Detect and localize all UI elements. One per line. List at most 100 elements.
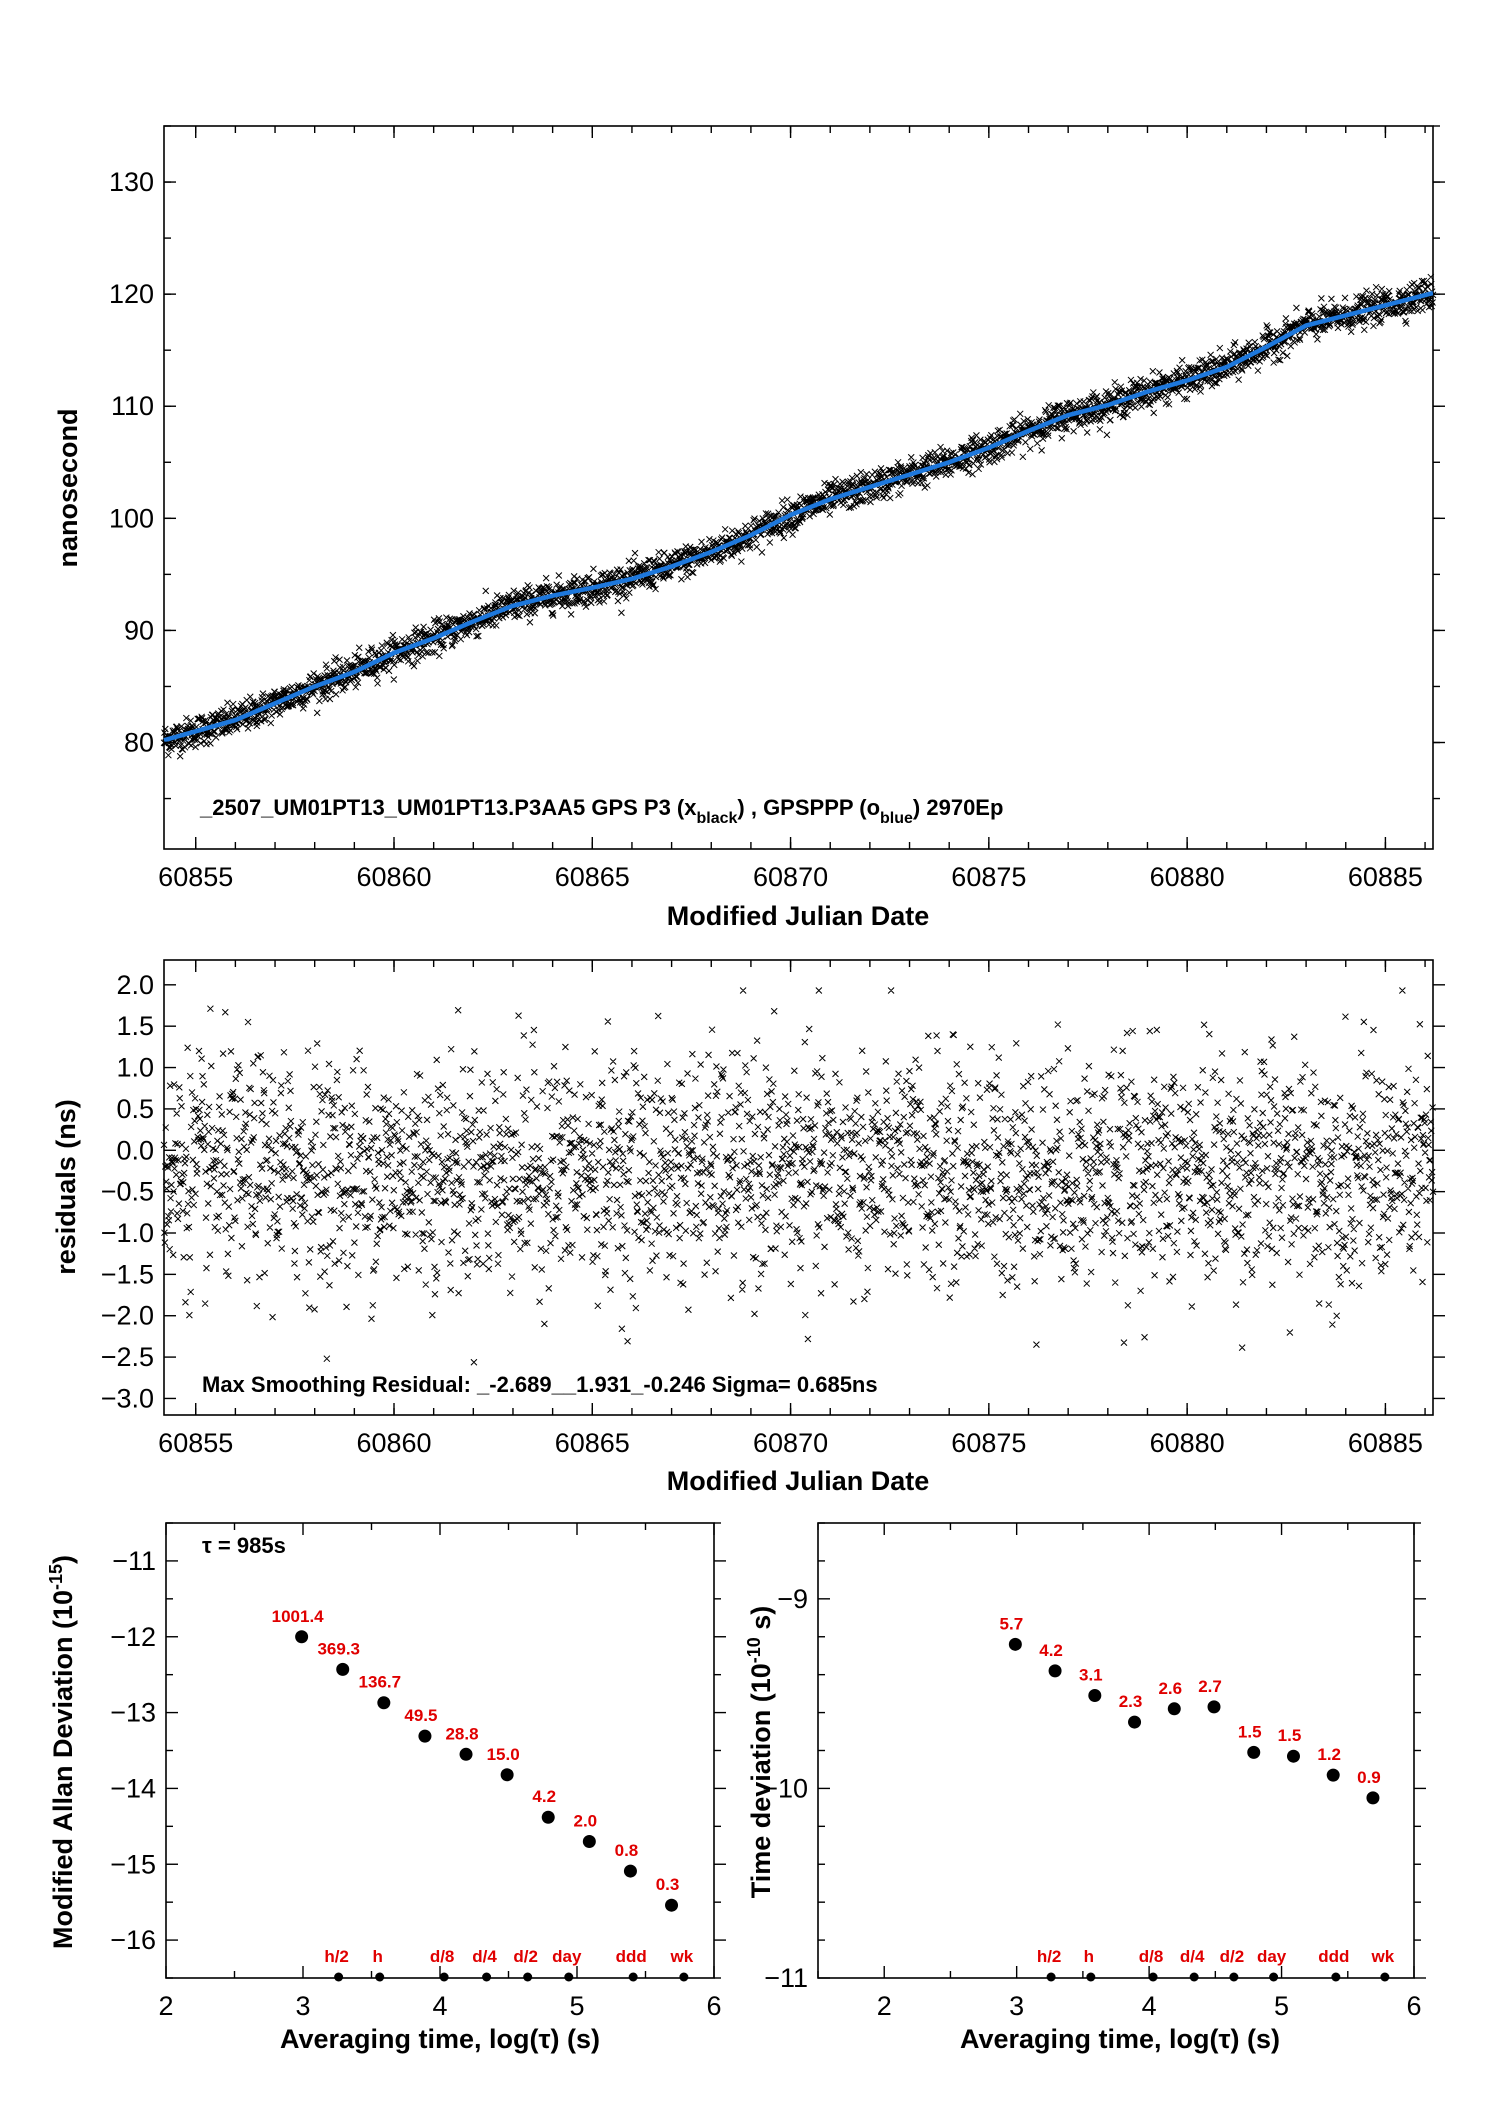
mdev-interval-label: day bbox=[552, 1947, 582, 1966]
residuals-xtick-label: 60885 bbox=[1348, 1428, 1423, 1458]
tdev-point bbox=[1286, 1749, 1300, 1763]
tdev-interval-label: wk bbox=[1371, 1947, 1395, 1966]
mdev-point-label: 0.3 bbox=[656, 1875, 680, 1894]
tdev-interval-marker bbox=[1148, 1972, 1158, 1982]
residuals-annotation: Max Smoothing Residual: _-2.689__1.931_-… bbox=[202, 1372, 878, 1397]
tdev-point bbox=[1048, 1664, 1062, 1678]
tdev-y-title: Time deviation (10-10 s) bbox=[744, 1606, 776, 1899]
residuals-ytick-label: −3.0 bbox=[101, 1383, 154, 1413]
phase-ytick-label: 120 bbox=[109, 279, 154, 309]
tdev-interval-label: h/2 bbox=[1037, 1947, 1062, 1966]
residuals-xtick-label: 60855 bbox=[158, 1428, 233, 1458]
mdev-point bbox=[500, 1768, 514, 1782]
mdev-point bbox=[418, 1729, 432, 1743]
residuals-ytick-label: 2.0 bbox=[116, 970, 154, 1000]
tdev-point bbox=[1366, 1791, 1380, 1805]
mdev-ytick-label: −15 bbox=[110, 1849, 156, 1879]
mdev-point-label: 136.7 bbox=[359, 1673, 402, 1692]
mdev-point bbox=[336, 1662, 350, 1676]
phase-ytick-label: 110 bbox=[111, 391, 154, 421]
mdev-interval-marker bbox=[334, 1972, 344, 1982]
tdev-panel: 2 3 4 5 6 −9 −10 −11 5.7 4.2 3.1 2.3 2.6 2.7 1.5 1.5 1.… bbox=[744, 1522, 1426, 2054]
phase-annotation: _2507_UM01PT13_UM01PT13.P3AA5 GPS P3 (xb… bbox=[199, 795, 1003, 827]
residuals-xtick-label: 60875 bbox=[951, 1428, 1026, 1458]
phase-ytick-label: 80 bbox=[124, 728, 154, 758]
mdev-point bbox=[541, 1810, 555, 1824]
tdev-interval-label: d/4 bbox=[1180, 1947, 1205, 1966]
phase-xtick-label: 60885 bbox=[1348, 862, 1423, 892]
tdev-ytick-label: −10 bbox=[762, 1773, 808, 1803]
tdev-point-label: 2.6 bbox=[1158, 1679, 1182, 1698]
tdev-point bbox=[1207, 1700, 1221, 1714]
residuals-ytick-label: 0.5 bbox=[116, 1094, 154, 1124]
residuals-xtick-label: 60870 bbox=[753, 1428, 828, 1458]
phase-fit-line bbox=[163, 290, 1434, 743]
residuals-ytick-label: 1.0 bbox=[116, 1053, 154, 1083]
tdev-interval-marker bbox=[1189, 1972, 1199, 1982]
tdev-interval-marker bbox=[1331, 1972, 1341, 1982]
tdev-xtick-label: 2 bbox=[877, 1991, 892, 2021]
phase-xtick-label: 60865 bbox=[555, 862, 630, 892]
tdev-point-label: 1.5 bbox=[1278, 1726, 1302, 1745]
mdev-point-label: 15.0 bbox=[487, 1745, 520, 1764]
tdev-point bbox=[1167, 1702, 1181, 1716]
residuals-ytick-label: −1.0 bbox=[101, 1218, 154, 1248]
tdev-xtick-label: 4 bbox=[1142, 1991, 1157, 2021]
mdev-interval-marker bbox=[679, 1972, 689, 1982]
tdev-interval-marker bbox=[1380, 1972, 1390, 1982]
mdev-point-label: 369.3 bbox=[317, 1639, 360, 1658]
mdev-xtick-label: 5 bbox=[569, 1991, 584, 2021]
residuals-ticks: 60855 60860 60865 60870 60875 60880 60885 2.0 1.… bbox=[101, 960, 1445, 1458]
tdev-ticks: 2 3 4 5 6 −9 −10 −11 bbox=[762, 1522, 1426, 2021]
mdev-interval-marker bbox=[375, 1972, 385, 1982]
phase-xtick-label: 60860 bbox=[356, 862, 431, 892]
mdev-point bbox=[295, 1630, 309, 1644]
tdev-points: 5.7 4.2 3.1 2.3 2.6 2.7 1.5 1.5 1.2 0.9 h/2 h d/8 d/4… bbox=[1000, 1614, 1395, 1982]
mdev-panel: 2 3 4 5 6 −11 −12 −13 −14 −15 −16 1001.4 369.3 136.7… bbox=[46, 1522, 726, 2054]
mdev-ytick-label: −11 bbox=[112, 1546, 156, 1576]
residuals-xtick-label: 60880 bbox=[1150, 1428, 1225, 1458]
tdev-point-label: 0.9 bbox=[1357, 1768, 1381, 1787]
tdev-xtick-label: 6 bbox=[1406, 1991, 1421, 2021]
tdev-point-label: 1.2 bbox=[1317, 1745, 1341, 1764]
phase-ytick-label: 100 bbox=[109, 503, 154, 533]
phase-xtick-label: 60870 bbox=[753, 862, 828, 892]
tdev-point-label: 2.7 bbox=[1198, 1677, 1222, 1696]
residuals-frame bbox=[163, 959, 1434, 1416]
phase-frame bbox=[163, 125, 1434, 850]
residuals-xtick-label: 60860 bbox=[356, 1428, 431, 1458]
mdev-point-label: 49.5 bbox=[404, 1706, 437, 1725]
tdev-point bbox=[1008, 1637, 1022, 1651]
tdev-ytick-label: −9 bbox=[777, 1584, 808, 1614]
mdev-points: 1001.4 369.3 136.749.5 28.8 15.0 4.2 2.0 0.8 0.3… bbox=[272, 1607, 694, 1982]
tdev-point-label: 5.7 bbox=[1000, 1614, 1024, 1633]
residuals-panel: 60855 60860 60865 60870 60875 60880 60885 2.0 1.… bbox=[51, 959, 1445, 1496]
tdev-interval-label: h bbox=[1084, 1947, 1094, 1966]
residuals-ytick-label: −1.5 bbox=[101, 1259, 154, 1289]
phase-x-title: Modified Julian Date bbox=[667, 901, 930, 931]
mdev-point-label: 2.0 bbox=[574, 1812, 598, 1831]
tdev-interval-marker bbox=[1269, 1972, 1279, 1982]
mdev-interval-label: h bbox=[373, 1947, 383, 1966]
mdev-y-title: Modified Allan Deviation (10-15) bbox=[46, 1555, 78, 1949]
tdev-point-label: 3.1 bbox=[1079, 1666, 1103, 1685]
tdev-point bbox=[1088, 1689, 1102, 1703]
phase-points bbox=[160, 273, 1437, 760]
residuals-ytick-label: −2.0 bbox=[101, 1301, 154, 1331]
mdev-point bbox=[623, 1864, 637, 1878]
phase-ytick-label: 90 bbox=[124, 615, 154, 645]
mdev-point-label: 4.2 bbox=[532, 1787, 556, 1806]
residuals-ytick-label: −2.5 bbox=[101, 1342, 154, 1372]
phase-ticks: 60855 60860 60865 60870 60875 60880 60885 80 90 1… bbox=[109, 125, 1445, 892]
residuals-x-title: Modified Julian Date bbox=[667, 1466, 930, 1496]
mdev-xtick-label: 3 bbox=[295, 1991, 310, 2021]
phase-point-cloud bbox=[160, 273, 1437, 760]
tdev-interval-label: d/2 bbox=[1220, 1947, 1245, 1966]
mdev-ytick-label: −13 bbox=[110, 1698, 156, 1728]
mdev-point-label: 1001.4 bbox=[272, 1607, 325, 1626]
tdev-point-label: 2.3 bbox=[1119, 1692, 1143, 1711]
tdev-x-title: Averaging time, log(τ) (s) bbox=[960, 2024, 1280, 2054]
residuals-ytick-label: 1.5 bbox=[116, 1011, 154, 1041]
residual-point-cloud bbox=[160, 987, 1437, 1366]
